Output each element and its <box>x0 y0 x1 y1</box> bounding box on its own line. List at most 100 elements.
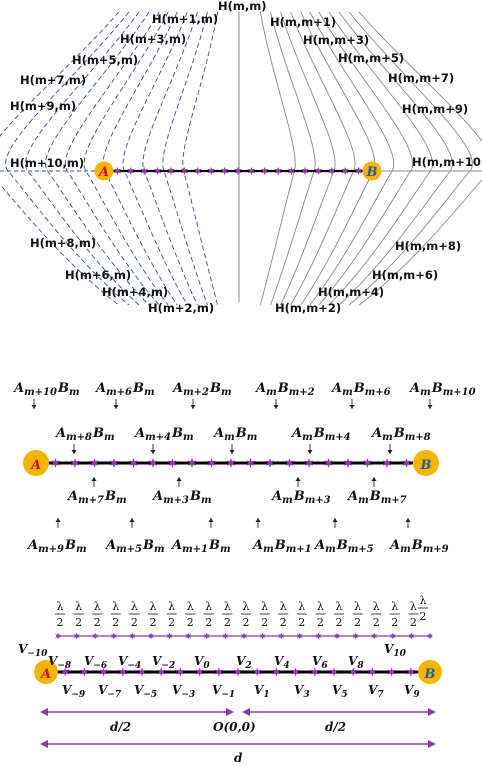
arrowhead <box>427 405 433 409</box>
arrowhead <box>428 708 436 716</box>
lambda-denominator: 2 <box>224 616 231 629</box>
rod-star-markers-3 <box>61 667 415 677</box>
lambda-numerator: λ <box>57 600 64 613</box>
arrowhead <box>226 708 234 716</box>
lambda-denominator: 2 <box>317 616 324 629</box>
potential-label: V4 <box>274 654 290 671</box>
coupling-label: Am+1Bm <box>170 538 231 555</box>
coupling-label: AmBm+2 <box>254 381 315 398</box>
field-label-center: H(m,m) <box>218 0 266 13</box>
potential-label: V5 <box>332 683 348 700</box>
origin-label: O(0,0) <box>213 720 256 734</box>
star-marker <box>138 667 146 677</box>
arrowhead <box>229 450 235 454</box>
field-line-dashed <box>83 11 169 306</box>
lambda-numerator: λ <box>224 600 231 613</box>
arrowhead <box>255 518 261 522</box>
lambda-denominator: 2 <box>354 616 361 629</box>
point-a-label-3: A <box>39 667 51 682</box>
point-b-node: B <box>362 161 382 181</box>
star-marker <box>61 667 70 677</box>
star-marker <box>343 458 353 468</box>
lambda-numerator: λ <box>391 600 398 613</box>
field-label: H(m+7,m) <box>20 73 86 87</box>
field-label: H(m+10,m) <box>10 156 84 170</box>
lambda-denominator: 2 <box>112 616 119 629</box>
arrowhead <box>71 450 77 454</box>
potential-label: V−4 <box>118 654 141 671</box>
star-marker <box>157 667 166 677</box>
lambda-denominator: 2 <box>94 616 101 629</box>
star-marker <box>341 166 349 176</box>
lambda-denominator: 2 <box>131 616 138 629</box>
lambda-denominator: 2 <box>261 616 268 629</box>
field-label: H(m,m+8) <box>395 239 461 253</box>
field-label: H(m+9,m) <box>10 99 76 113</box>
star-marker <box>148 458 158 468</box>
coupling-label: AmBm+4 <box>290 426 351 443</box>
field-label: H(m,m+3) <box>303 33 369 47</box>
star-marker <box>113 166 121 176</box>
lambda-numerator: λ <box>317 600 324 613</box>
star-marker <box>328 166 336 176</box>
lambda-denominator: 2 <box>420 610 427 623</box>
arrowhead <box>332 518 338 522</box>
field-label: H(m+1,m) <box>152 12 218 26</box>
lambda-numerator: λ <box>280 600 287 613</box>
star-marker <box>154 166 162 176</box>
star-marker <box>301 166 309 176</box>
coupling-label: Am+10Bm <box>12 381 80 398</box>
field-label: H(m,m+6) <box>372 268 438 282</box>
field-label: H(m+8,m) <box>30 236 96 250</box>
star-marker <box>80 667 89 677</box>
field-label: H(m,m+1) <box>270 15 336 29</box>
star-marker <box>387 667 396 677</box>
arrowhead <box>55 518 61 522</box>
lambda-denominator: 2 <box>298 616 305 629</box>
coupling-labels: Am+10Bm Am+6Bm Am+2Bm AmBm+2 AmBm+6 AmBm+10 Am… <box>12 381 476 555</box>
rod-star-markers-2 <box>51 458 411 468</box>
star-marker <box>368 667 377 677</box>
potential-labels: V−10 V−8 V−6 V−4 V−2 V0 V2 V4 V6 V8 V10 V−9 V−7 V−5 V−… <box>18 642 420 700</box>
star-marker <box>246 458 255 468</box>
star-marker <box>406 667 415 677</box>
coupling-label: AmBm+5 <box>313 538 374 555</box>
coupling-label: AmBm+9 <box>388 538 449 555</box>
point-b-label-3: B <box>424 667 436 682</box>
coupling-label: Am+8Bm <box>54 426 115 443</box>
lambda-denominator: 2 <box>187 616 194 629</box>
arrowhead <box>273 405 279 409</box>
lambda-numerator: λ <box>131 600 138 613</box>
lambda-denominator: 2 <box>57 616 64 629</box>
coupling-label: AmBm+8 <box>370 426 431 443</box>
field-label: H(m+6,m) <box>65 268 131 282</box>
star-marker <box>402 458 411 468</box>
arrowhead <box>428 740 436 748</box>
half-left-label: d/2 <box>110 720 131 734</box>
lambda-numerator: λ <box>373 600 380 613</box>
point-b-label-2: B <box>420 458 432 473</box>
field-label: H(m,m+9) <box>402 102 468 116</box>
field-line-dashed <box>25 11 140 306</box>
half-wavelength-row: λ2λ2λ2λ2λ2λ2λ2λ2λ2λ2λ2λ2λ2λ2λ2λ2λ2λ2λ2λ2… <box>55 594 433 640</box>
lambda-numerator: λ <box>205 600 212 613</box>
field-line-dashed <box>0 11 120 306</box>
star-marker <box>261 166 269 176</box>
lambda-denominator: 2 <box>168 616 175 629</box>
coupling-label: AmBm+7 <box>346 489 407 506</box>
star-marker <box>99 667 108 677</box>
arrowhead <box>31 405 37 409</box>
star-marker <box>167 166 175 176</box>
field-label: H(m+3,m) <box>120 32 186 46</box>
star-marker <box>195 667 204 677</box>
coupling-label: AmBm+3 <box>270 489 331 506</box>
field-line-dashed <box>142 11 198 306</box>
star-marker <box>291 667 300 677</box>
field-line-dashed <box>162 11 208 306</box>
coupling-label: Am+9Bm <box>26 538 87 555</box>
potential-label: V1 <box>254 683 270 700</box>
point-a-label-2: A <box>29 458 41 473</box>
star-marker <box>207 166 215 176</box>
lambda-numerator: λ <box>187 600 194 613</box>
potential-label: V−3 <box>172 683 195 700</box>
